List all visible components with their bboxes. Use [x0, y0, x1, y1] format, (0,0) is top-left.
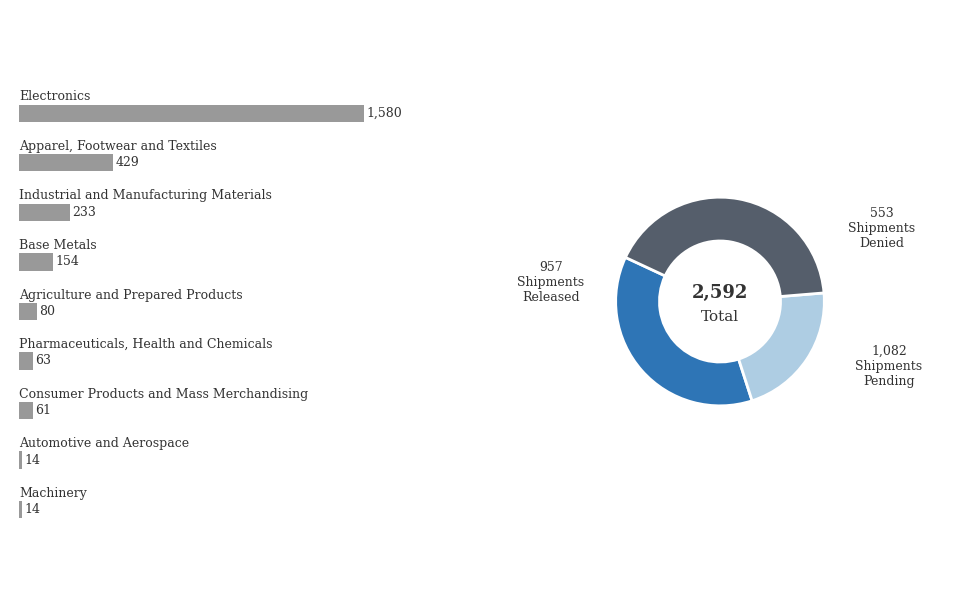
Text: Electronics: Electronics — [19, 90, 90, 103]
Bar — [19, 154, 113, 171]
Bar — [19, 352, 33, 370]
Text: 14: 14 — [25, 453, 41, 467]
Text: Automotive and Aerospace: Automotive and Aerospace — [19, 437, 189, 450]
Text: 233: 233 — [73, 206, 97, 219]
Text: 14: 14 — [25, 503, 41, 516]
Text: Agriculture and Prepared Products: Agriculture and Prepared Products — [19, 288, 243, 302]
Bar — [19, 303, 36, 320]
Text: 2,592: 2,592 — [692, 284, 748, 302]
Text: Total: Total — [701, 310, 739, 324]
Wedge shape — [615, 257, 752, 406]
Wedge shape — [625, 197, 824, 297]
Bar — [19, 402, 33, 419]
Text: 1,580: 1,580 — [367, 107, 402, 120]
Text: Shipment Value (USD) by Country of Origin: Shipment Value (USD) by Country of Origi… — [260, 564, 700, 582]
Wedge shape — [738, 293, 825, 401]
Bar — [19, 501, 22, 518]
Text: Pharmaceuticals, Health and Chemicals: Pharmaceuticals, Health and Chemicals — [19, 338, 273, 351]
Text: Machinery: Machinery — [19, 487, 87, 500]
Bar — [19, 104, 364, 122]
Bar — [19, 253, 53, 271]
Text: 553
Shipments
Denied: 553 Shipments Denied — [849, 207, 915, 250]
Text: 80: 80 — [39, 305, 56, 318]
Text: 63: 63 — [36, 355, 52, 367]
Text: Apparel, Footwear and Textiles: Apparel, Footwear and Textiles — [19, 140, 217, 153]
Text: 1,082
Shipments
Pending: 1,082 Shipments Pending — [855, 345, 923, 388]
Text: 429: 429 — [115, 156, 139, 169]
Bar — [19, 204, 70, 221]
Text: Base Metals: Base Metals — [19, 239, 97, 252]
Text: 61: 61 — [36, 404, 51, 417]
Bar — [19, 452, 22, 469]
Text: 154: 154 — [56, 255, 80, 268]
Text: 957
Shipments
Released: 957 Shipments Released — [517, 261, 585, 305]
Text: Industrial and Manufacturing Materials: Industrial and Manufacturing Materials — [19, 189, 272, 203]
Text: Shipment Count by Industry and Exam Result: Shipment Count by Industry and Exam Resu… — [249, 21, 711, 39]
Text: Consumer Products and Mass Merchandising: Consumer Products and Mass Merchandising — [19, 388, 308, 400]
